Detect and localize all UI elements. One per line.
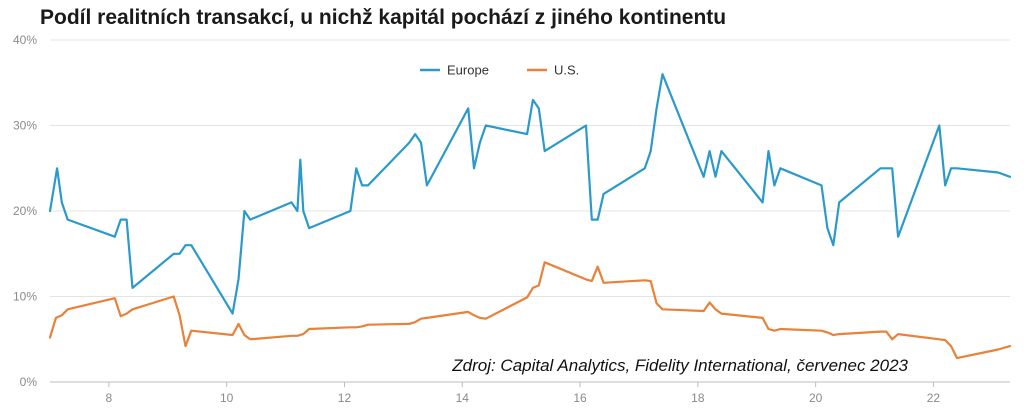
x-tick-label: 8: [106, 391, 113, 405]
y-tick-label: 0%: [20, 375, 38, 389]
axes: 0% 10% 20% 30% 40% 8 10 12 14 16 18 20 22: [13, 33, 1010, 405]
x-tick-label: 10: [220, 391, 234, 405]
x-tick-label: 22: [927, 391, 941, 405]
x-tick-label: 20: [809, 391, 823, 405]
series-line-europe: [48, 73, 1012, 315]
legend: Europe U.S.: [420, 63, 579, 78]
legend-label-europe: Europe: [447, 63, 489, 78]
series-lines: [48, 73, 1012, 360]
x-tick-label: 16: [573, 391, 587, 405]
y-tick-label: 40%: [13, 33, 37, 47]
source-note: Zdroj: Capital Analytics, Fidelity Inter…: [451, 356, 908, 375]
series-line-u-s: [48, 261, 1012, 360]
y-tick-label: 10%: [13, 290, 37, 304]
chart-title: Podíl realitních transakcí, u nichž kapi…: [40, 6, 727, 29]
legend-label-u-s: U.S.: [554, 63, 579, 78]
x-tick-label: 14: [456, 391, 470, 405]
x-tick-label: 12: [338, 391, 352, 405]
y-tick-label: 30%: [13, 119, 37, 133]
x-tick-label: 18: [691, 391, 705, 405]
y-tick-label: 20%: [13, 204, 37, 218]
